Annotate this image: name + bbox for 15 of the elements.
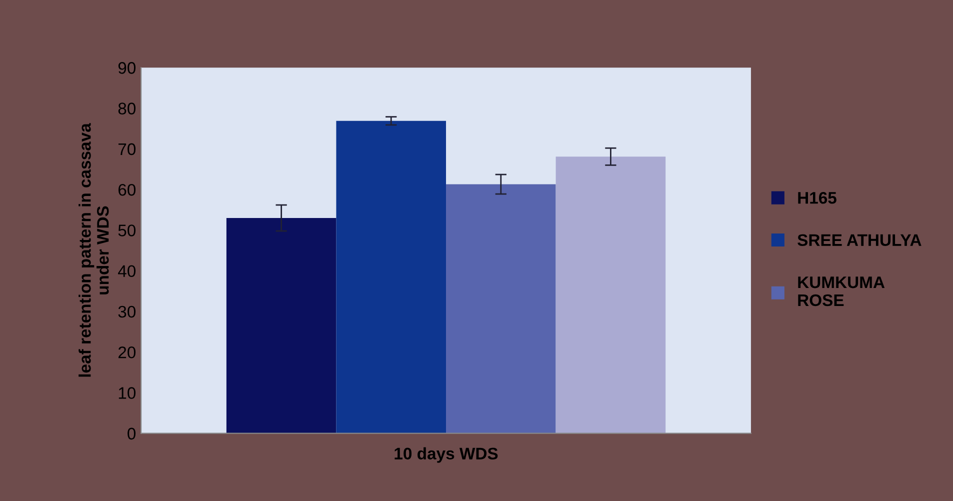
y-tick-label: 40 (118, 265, 136, 278)
legend-label: SREE ATHULYA (798, 234, 922, 246)
legend-label: H165 (798, 192, 836, 204)
y-tick-label: 90 (118, 62, 136, 74)
y-tick-label: 70 (118, 143, 136, 156)
y-tick-label: 80 (118, 102, 136, 114)
y-tick-label: 60 (118, 184, 136, 196)
y-axis-title: leaf retention pattern in cassava under WDS (78, 123, 109, 377)
x-tick-label: 10 days WDS (394, 447, 498, 463)
y-tick-label: 20 (118, 346, 136, 358)
y-tick-label: 30 (118, 306, 136, 318)
y-tick-label: 10 (118, 387, 136, 399)
y-tick-label: 0 (128, 428, 136, 440)
y-tick-label: 50 (118, 224, 136, 236)
legend-label: KUMKUMA ROSE (798, 276, 885, 306)
